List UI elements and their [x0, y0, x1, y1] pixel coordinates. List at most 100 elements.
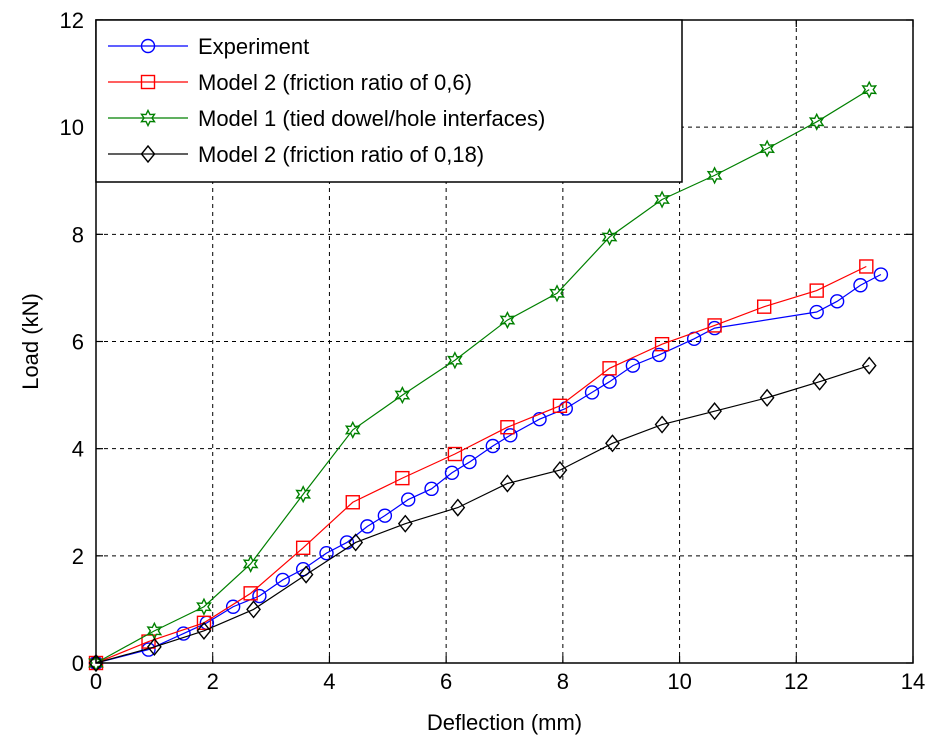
data-point — [654, 336, 670, 352]
data-point — [243, 586, 258, 601]
y-tick-label: 4 — [72, 437, 84, 462]
series-line — [95, 273, 882, 664]
y-tick-label: 10 — [60, 115, 84, 140]
legend-label: Model 2 (friction ratio of 0,6) — [198, 70, 472, 95]
legend-marker-circle — [140, 38, 156, 54]
data-point — [176, 626, 191, 641]
data-point — [450, 498, 466, 517]
data-point — [707, 318, 722, 333]
data-point — [861, 356, 877, 375]
y-tick-label: 0 — [72, 651, 84, 676]
data-point — [809, 304, 824, 320]
y-tick-label: 6 — [72, 330, 84, 355]
x-tick-label: 14 — [901, 669, 925, 694]
data-point — [345, 495, 360, 510]
data-point — [485, 438, 501, 454]
data-point — [377, 508, 393, 523]
data-point — [146, 637, 162, 657]
legend-item: Model 1 (tied dowel/hole interfaces) — [108, 106, 545, 131]
data-point — [298, 565, 314, 584]
data-point — [401, 492, 416, 507]
data-point — [424, 481, 439, 497]
data-point — [395, 470, 410, 486]
data-point — [503, 428, 518, 443]
data-point — [499, 310, 516, 330]
data-point — [809, 283, 824, 298]
data-point — [549, 284, 565, 303]
data-point — [829, 294, 845, 309]
data-point — [625, 358, 641, 373]
data-point — [552, 460, 568, 480]
data-point — [295, 485, 312, 504]
data-point — [196, 615, 212, 631]
data-point — [252, 588, 267, 604]
data-point — [397, 514, 413, 533]
data-point — [339, 535, 355, 550]
x-tick-label: 4 — [323, 669, 335, 694]
data-point — [447, 446, 463, 462]
x-tick-label: 0 — [90, 669, 102, 694]
data-point — [861, 80, 878, 99]
x-tick-label: 6 — [440, 669, 452, 694]
data-point — [444, 465, 460, 480]
data-point — [500, 420, 515, 435]
data-point — [759, 388, 775, 407]
x-tick-label: 12 — [784, 669, 808, 694]
data-series — [88, 80, 889, 673]
y-axis-title: Load (kN) — [18, 293, 43, 390]
data-point — [859, 259, 874, 274]
data-point — [344, 420, 361, 439]
data-point — [196, 621, 212, 640]
data-point — [447, 351, 463, 370]
data-point — [196, 597, 212, 616]
series-1 — [88, 267, 889, 671]
data-point — [295, 562, 311, 577]
x-tick-label: 8 — [557, 669, 569, 694]
data-point — [532, 411, 547, 427]
legend-item: Experiment — [108, 34, 309, 59]
y-tick-label: 8 — [72, 222, 84, 247]
data-point — [651, 347, 667, 363]
legend-marker-square — [140, 74, 156, 90]
legend-item: Model 2 (friction ratio of 0,18) — [108, 142, 484, 167]
legend-box — [95, 19, 683, 183]
series-3 — [88, 80, 878, 673]
legend-label: Model 1 (tied dowel/hole interfaces) — [198, 106, 545, 131]
data-point — [552, 398, 568, 413]
data-point — [225, 599, 241, 614]
y-tick-label: 2 — [72, 544, 84, 569]
data-point — [246, 600, 261, 619]
legend-label: Experiment — [198, 34, 309, 59]
legend: Experiment Model 2 (friction ratio of 0,6… — [95, 19, 683, 183]
data-point — [707, 402, 722, 421]
data-point — [756, 299, 772, 314]
data-point — [706, 166, 723, 185]
y-tick-label: 12 — [60, 8, 84, 33]
data-point — [873, 267, 889, 282]
series-4 — [88, 356, 877, 673]
x-axis-title: Deflection (mm) — [427, 710, 582, 735]
data-point — [348, 533, 364, 552]
data-point — [242, 554, 259, 573]
data-point — [88, 653, 104, 673]
data-point — [584, 385, 600, 400]
data-point — [360, 519, 375, 534]
data-point — [812, 372, 828, 391]
x-tick-label: 10 — [667, 669, 691, 694]
series-line — [95, 265, 867, 664]
data-point — [141, 642, 156, 657]
series-line — [95, 89, 870, 664]
data-point — [500, 474, 515, 493]
data-point — [394, 386, 411, 405]
data-point — [462, 454, 477, 470]
data-point — [602, 361, 617, 376]
axis-ticks: 0 2 4 6 8 10 12 14 0 2 4 6 8 10 12 — [60, 8, 926, 694]
legend-label: Model 2 (friction ratio of 0,18) — [198, 142, 484, 167]
data-point — [295, 540, 311, 555]
data-point — [853, 278, 868, 293]
series-2 — [88, 259, 874, 671]
legend-marker-diamond — [140, 144, 156, 164]
data-point — [654, 415, 670, 434]
legend-item: Model 2 (friction ratio of 0,6) — [108, 70, 472, 95]
